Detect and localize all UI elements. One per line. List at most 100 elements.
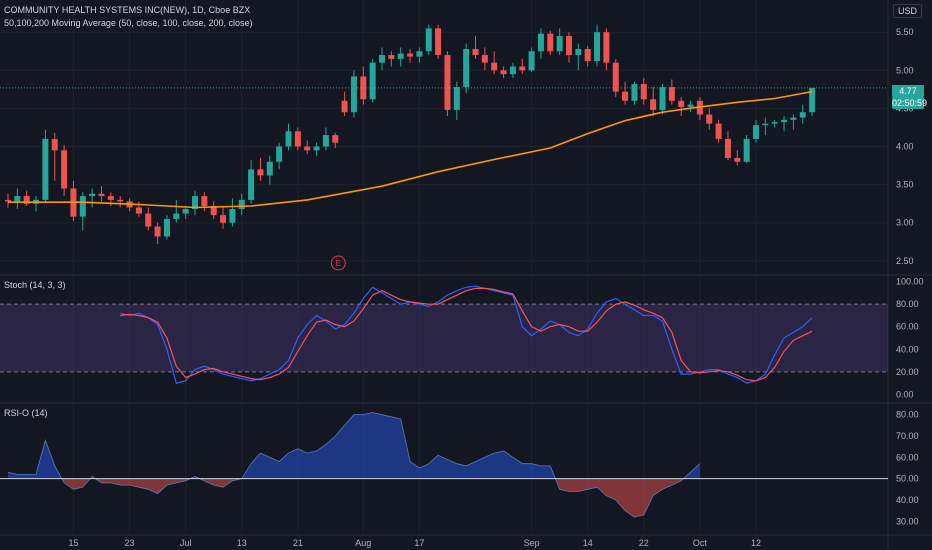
- candle-down: [61, 150, 68, 189]
- price-axis-tick: 3.50: [896, 180, 914, 190]
- stoch-band-fill: [0, 304, 888, 372]
- time-axis-tick: 22: [639, 538, 649, 548]
- candle-up: [753, 125, 759, 139]
- candle-down: [612, 62, 619, 92]
- candle-down: [117, 199, 124, 202]
- candle-down: [500, 70, 507, 75]
- moving-average-legend: 50,100,200 Moving Average (50, close, 10…: [4, 18, 253, 28]
- time-axis-tick: 21: [293, 538, 303, 548]
- candle-down: [519, 66, 526, 71]
- candle-up: [781, 119, 788, 123]
- time-axis-tick: 15: [68, 538, 78, 548]
- candle-down: [566, 36, 572, 56]
- candle-up: [369, 62, 376, 100]
- stoch-axis-tick: 100.00: [896, 277, 924, 287]
- time-axis-tick: Aug: [355, 538, 371, 548]
- candle-up: [809, 87, 816, 113]
- rsi-axis-tick: 30.00: [896, 516, 919, 526]
- candle-up: [350, 76, 357, 113]
- currency-button[interactable]: USD: [892, 4, 922, 18]
- candle-down: [547, 33, 554, 52]
- time-axis-tick: Sep: [524, 538, 540, 548]
- candle-down: [444, 55, 451, 110]
- candle-up: [575, 48, 582, 56]
- candle-down: [706, 114, 713, 124]
- candle-down: [734, 157, 741, 162]
- candle-down: [435, 28, 442, 56]
- candle-down: [603, 32, 610, 63]
- candle-down: [388, 55, 395, 59]
- candle-up: [509, 66, 516, 75]
- candle-down: [640, 84, 647, 100]
- price-axis-tick: 3.00: [896, 218, 914, 228]
- candle-up: [687, 104, 694, 107]
- candle-down: [135, 207, 142, 214]
- candle-down: [220, 215, 227, 223]
- candle-down: [407, 53, 414, 57]
- candle-up: [771, 122, 778, 124]
- candle-down: [584, 48, 591, 62]
- candle-down: [678, 100, 685, 107]
- candle-down: [107, 196, 114, 200]
- time-axis-tick: 23: [125, 538, 135, 548]
- candle-up: [659, 87, 666, 110]
- candle-up: [528, 51, 535, 71]
- candle-down: [257, 169, 264, 176]
- candle-up: [453, 87, 460, 110]
- candle-up: [379, 55, 385, 63]
- candle-down: [481, 55, 488, 63]
- stoch-axis-tick: 40.00: [896, 344, 919, 354]
- candle-up: [285, 131, 292, 147]
- earnings-marker-icon: [330, 255, 346, 271]
- candle-down: [360, 76, 367, 100]
- candle-up: [238, 199, 245, 210]
- candle-down: [145, 213, 152, 227]
- chart-title: COMMUNITY HEALTH SYSTEMS INC(NEW), 1D, C…: [4, 5, 251, 15]
- candle-down: [294, 131, 301, 147]
- rsi-axis-tick: 40.00: [896, 495, 919, 505]
- candle-down: [715, 123, 722, 139]
- candle-down: [341, 100, 348, 113]
- candle-down: [622, 91, 629, 101]
- time-axis-tick: 12: [751, 538, 761, 548]
- candle-up: [229, 209, 236, 223]
- candle-up: [322, 135, 329, 147]
- candle-up: [790, 117, 797, 120]
- price-axis-tick: 4.00: [896, 142, 914, 152]
- stoch-axis-tick: 80.00: [896, 299, 919, 309]
- rsi-legend: RSI-O (14): [4, 408, 48, 418]
- candle-up: [173, 213, 180, 219]
- candle-up: [631, 84, 638, 101]
- candle-down: [201, 196, 208, 206]
- stoch-d-line: [120, 287, 813, 382]
- rsi-axis-tick: 60.00: [896, 452, 919, 462]
- candle-up: [14, 196, 21, 202]
- candle-up: [537, 33, 544, 52]
- candle-up: [594, 32, 601, 62]
- time-axis-tick: Jul: [180, 538, 192, 548]
- rsi-axis-tick: 70.00: [896, 431, 919, 441]
- price-axis-tick: 2.50: [896, 256, 914, 266]
- candle-down: [5, 199, 11, 202]
- candle-down: [98, 193, 105, 197]
- candle-down: [491, 62, 498, 71]
- candle-up: [556, 36, 563, 52]
- earnings-marker-label: E: [336, 259, 341, 268]
- time-axis-tick: Oct: [693, 538, 708, 548]
- candle-up: [79, 196, 86, 217]
- candle-up: [799, 112, 806, 118]
- candle-up: [42, 138, 49, 200]
- candle-up: [416, 51, 423, 57]
- moving-average-line: [8, 90, 813, 209]
- time-axis-tick: 13: [237, 538, 247, 548]
- candle-up: [163, 218, 170, 237]
- candle-up: [762, 123, 769, 126]
- price-axis-tick: 5.50: [896, 27, 914, 37]
- candle-down: [23, 196, 30, 204]
- rsi-axis-tick: 50.00: [896, 474, 919, 484]
- candle-down: [210, 205, 217, 216]
- time-axis-tick: 14: [583, 538, 593, 548]
- candle-down: [472, 48, 479, 56]
- time-axis-tick: 17: [414, 538, 424, 548]
